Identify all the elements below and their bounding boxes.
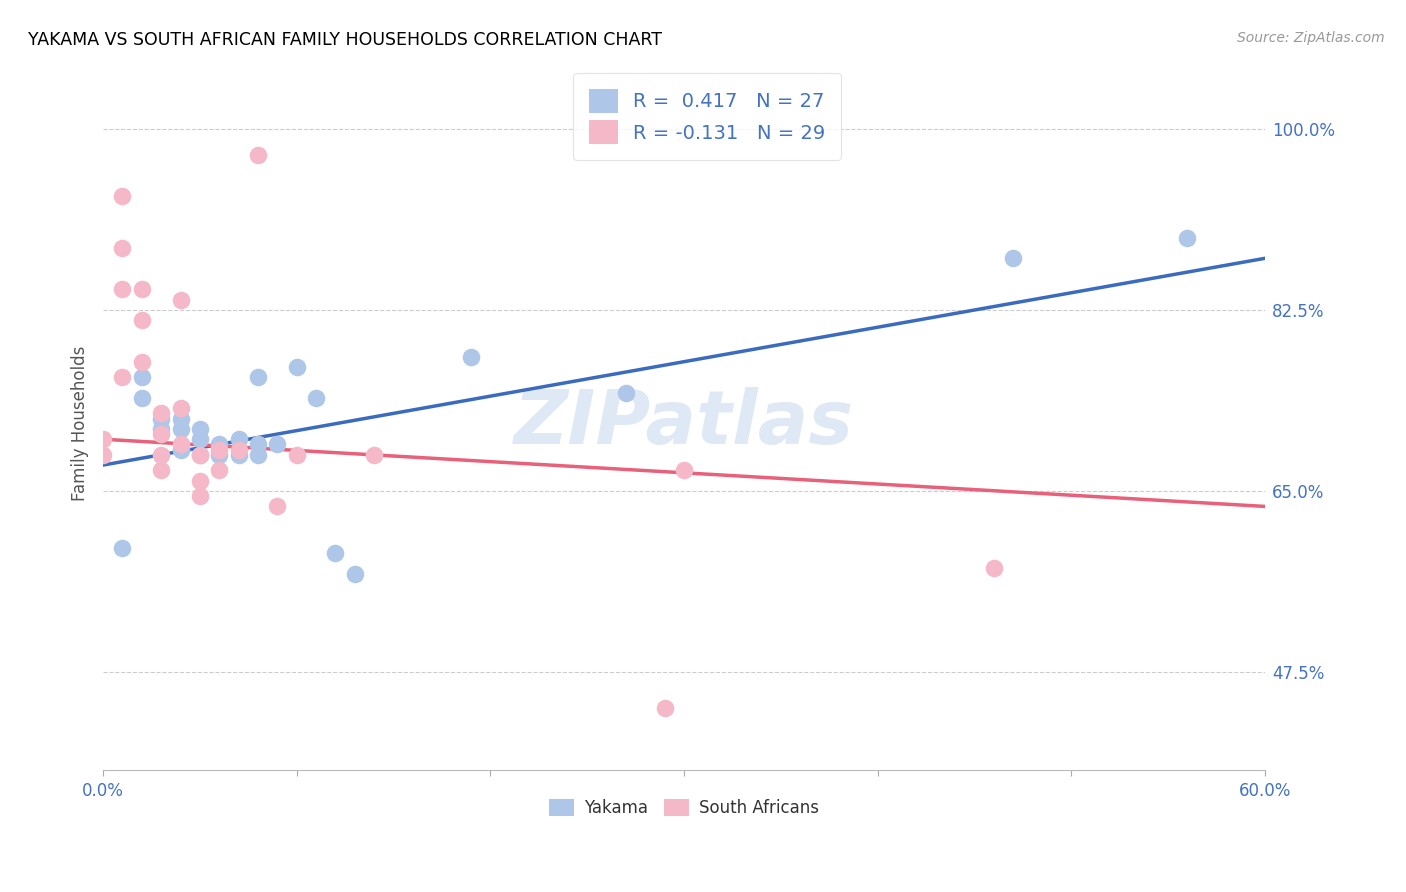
Point: [131, 354, 153, 368]
Point: [150, 448, 173, 462]
Point: [131, 391, 153, 405]
Point: [325, 546, 347, 560]
Point: [305, 391, 328, 405]
Point: [150, 422, 173, 436]
Point: [169, 293, 191, 307]
Point: [363, 448, 385, 462]
Point: [228, 432, 250, 446]
Point: [188, 474, 211, 488]
Point: [131, 370, 153, 384]
Text: YAKAMA VS SOUTH AFRICAN FAMILY HOUSEHOLDS CORRELATION CHART: YAKAMA VS SOUTH AFRICAN FAMILY HOUSEHOLD…: [28, 31, 662, 49]
Point: [150, 411, 173, 425]
Point: [208, 463, 231, 477]
Point: [169, 422, 191, 436]
Y-axis label: Family Households: Family Households: [72, 346, 89, 501]
Point: [266, 437, 288, 451]
Point: [247, 148, 270, 162]
Point: [208, 448, 231, 462]
Point: [208, 442, 231, 457]
Point: [188, 448, 211, 462]
Point: [343, 566, 366, 581]
Point: [672, 463, 695, 477]
Point: [285, 448, 308, 462]
Point: [1002, 252, 1025, 266]
Legend: Yakama, South Africans: Yakama, South Africans: [541, 792, 825, 824]
Point: [111, 189, 134, 203]
Point: [111, 241, 134, 255]
Point: [111, 541, 134, 555]
Point: [111, 282, 134, 296]
Point: [188, 432, 211, 446]
Point: [111, 370, 134, 384]
Point: [188, 448, 211, 462]
Text: Source: ZipAtlas.com: Source: ZipAtlas.com: [1237, 31, 1385, 45]
Point: [285, 359, 308, 374]
Point: [188, 422, 211, 436]
Point: [247, 448, 270, 462]
Point: [1177, 230, 1199, 244]
Point: [150, 463, 173, 477]
Point: [654, 701, 676, 715]
Point: [247, 370, 270, 384]
Point: [150, 406, 173, 420]
Point: [983, 561, 1005, 575]
Point: [150, 427, 173, 442]
Point: [228, 448, 250, 462]
Point: [169, 411, 191, 425]
Point: [460, 350, 482, 364]
Point: [228, 442, 250, 457]
Point: [208, 437, 231, 451]
Point: [188, 489, 211, 503]
Point: [91, 448, 114, 462]
Point: [266, 500, 288, 514]
Text: ZIPatlas: ZIPatlas: [515, 387, 853, 460]
Point: [131, 313, 153, 327]
Point: [91, 432, 114, 446]
Point: [131, 282, 153, 296]
Point: [614, 385, 637, 400]
Point: [247, 437, 270, 451]
Point: [169, 442, 191, 457]
Point: [169, 401, 191, 416]
Point: [169, 437, 191, 451]
